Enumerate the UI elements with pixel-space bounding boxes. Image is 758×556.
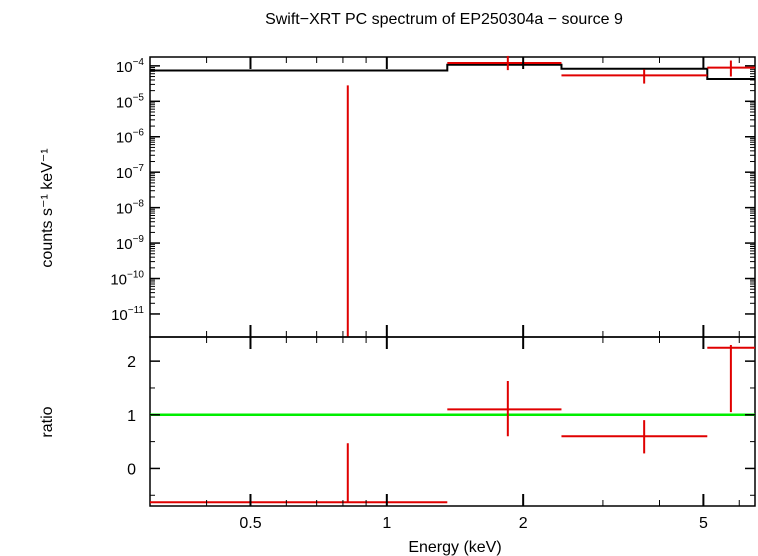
ratio-y-tick-label: 2 <box>127 354 136 371</box>
y-tick-exponent: −11 <box>128 305 145 316</box>
x-tick-label: 5 <box>699 515 708 532</box>
y-tick-exponent: −6 <box>133 128 145 139</box>
model-histogram <box>150 63 755 80</box>
x-tick-label: 1 <box>382 515 391 532</box>
y-tick-label: 10−10 <box>110 270 144 289</box>
y-tick-label: 10−8 <box>116 199 145 218</box>
y-tick-exponent: −4 <box>133 57 145 68</box>
y-tick-exponent: −5 <box>133 92 145 103</box>
x-axis-label: Energy (keV) <box>408 539 501 556</box>
x-tick-label: 2 <box>519 515 528 532</box>
ratio-y-axis-label: ratio <box>39 406 56 437</box>
spectrum-plot-frame <box>149 56 756 338</box>
y-tick-label: 10−5 <box>116 92 145 111</box>
ratio-y-tick-label: 0 <box>127 461 136 478</box>
spectrum-panel: 10−4 10−5 10−6 10−7 10−8 10−9 10−10 10−11 <box>110 55 756 338</box>
y-tick-label: 10−9 <box>116 234 145 253</box>
y-tick-label: 10−4 <box>116 57 145 76</box>
ratio-panel: 0 1 2 0.5 1 2 5 <box>127 57 756 532</box>
chart-title: Swift−XRT PC spectrum of EP250304a − sou… <box>265 11 623 28</box>
ratio-plot-frame <box>149 336 756 507</box>
y-tick-exponent: −9 <box>133 234 145 245</box>
ratio-y-tick-label: 1 <box>127 408 136 425</box>
y-tick-label: 10−7 <box>116 163 145 182</box>
y-tick-exponent: −7 <box>133 163 145 174</box>
spectrum-y-axis-label: counts s⁻¹ keV⁻¹ <box>39 148 56 267</box>
y-tick-label: 10−6 <box>116 128 145 147</box>
y-tick-exponent: −8 <box>133 199 145 210</box>
y-tick-label: 10−11 <box>111 305 144 324</box>
x-tick-label: 0.5 <box>239 515 261 532</box>
y-tick-exponent: −10 <box>127 270 144 281</box>
